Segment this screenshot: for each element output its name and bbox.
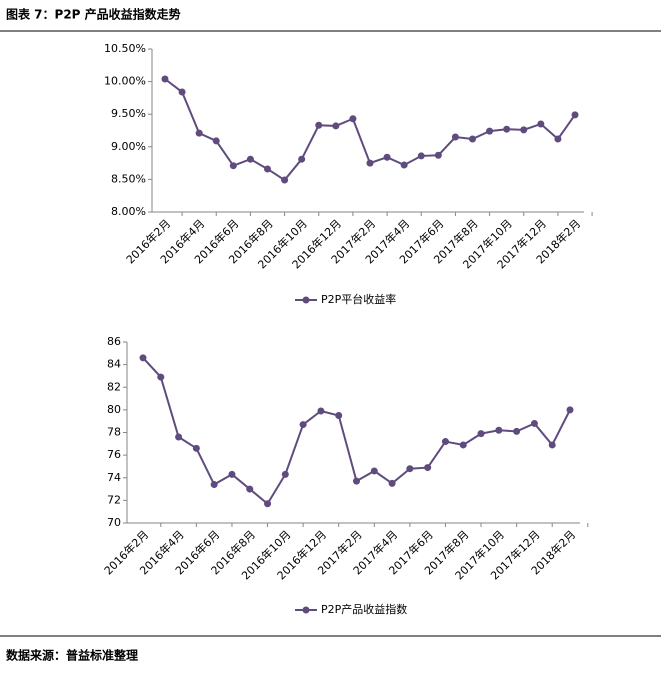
data-point (195, 129, 203, 137)
legend-marker (302, 296, 310, 304)
data-point (335, 412, 343, 420)
y-tick-label: 10.00% (104, 75, 146, 88)
data-point (298, 155, 306, 163)
data-point (349, 115, 357, 123)
data-point (530, 419, 538, 427)
data-point (451, 133, 459, 141)
y-tick-label: 72 (107, 493, 121, 506)
data-point (469, 135, 476, 143)
data-point (388, 479, 396, 487)
legend-label: P2P产品收益指数 (321, 602, 407, 616)
data-point (477, 430, 485, 438)
data-point (554, 135, 562, 143)
data-point (503, 125, 511, 133)
data-point (192, 444, 200, 452)
data-point (417, 152, 425, 160)
data-point (157, 373, 165, 381)
y-tick-label: 78 (107, 426, 121, 439)
y-tick-label: 76 (107, 448, 121, 461)
y-tick-label: 86 (107, 335, 121, 348)
y-tick-label: 84 (107, 358, 121, 371)
data-point (210, 481, 218, 489)
data-point (228, 470, 236, 478)
data-point (520, 126, 528, 134)
page-title: 图表 7：P2P 产品收益指数走势 (6, 7, 181, 22)
data-point (434, 151, 442, 159)
data-point (571, 111, 579, 119)
data-point (264, 500, 272, 508)
data-point (366, 159, 374, 167)
y-tick-label: 8.50% (111, 172, 146, 185)
data-point (400, 161, 408, 169)
legend-marker (302, 606, 310, 614)
data-point (441, 438, 449, 446)
data-point (175, 433, 183, 441)
data-point (513, 427, 521, 435)
y-tick-label: 82 (107, 380, 121, 393)
data-point (315, 121, 323, 129)
data-point (486, 127, 494, 135)
y-tick-label: 8.00% (111, 205, 146, 218)
data-point (246, 485, 254, 493)
data-point (212, 137, 220, 145)
data-point (370, 467, 378, 475)
data-point (566, 406, 574, 414)
data-point (246, 155, 254, 163)
y-tick-label: 80 (107, 403, 121, 416)
data-point (424, 464, 432, 472)
y-tick-label: 9.50% (111, 107, 146, 120)
y-tick-label: 70 (107, 516, 121, 529)
y-tick-label: 9.00% (111, 140, 146, 153)
y-tick-label: 74 (107, 471, 121, 484)
data-point (281, 470, 289, 478)
data-point (459, 441, 467, 449)
data-point (264, 165, 271, 173)
data-point (178, 88, 186, 96)
y-tick-label: 10.50% (104, 42, 146, 55)
data-point (139, 354, 147, 362)
data-point (299, 421, 307, 429)
data-point (161, 75, 169, 83)
data-point (383, 153, 391, 161)
data-point (332, 122, 340, 130)
data-point (548, 441, 556, 449)
data-point (406, 465, 414, 473)
source-note: 数据来源：普益标准整理 (6, 648, 138, 663)
legend-label: P2P平台收益率 (321, 292, 396, 306)
data-point (353, 477, 360, 485)
data-point (317, 407, 325, 415)
data-point (537, 120, 545, 128)
data-point (281, 176, 289, 184)
data-point (495, 426, 503, 434)
data-point (229, 162, 237, 170)
